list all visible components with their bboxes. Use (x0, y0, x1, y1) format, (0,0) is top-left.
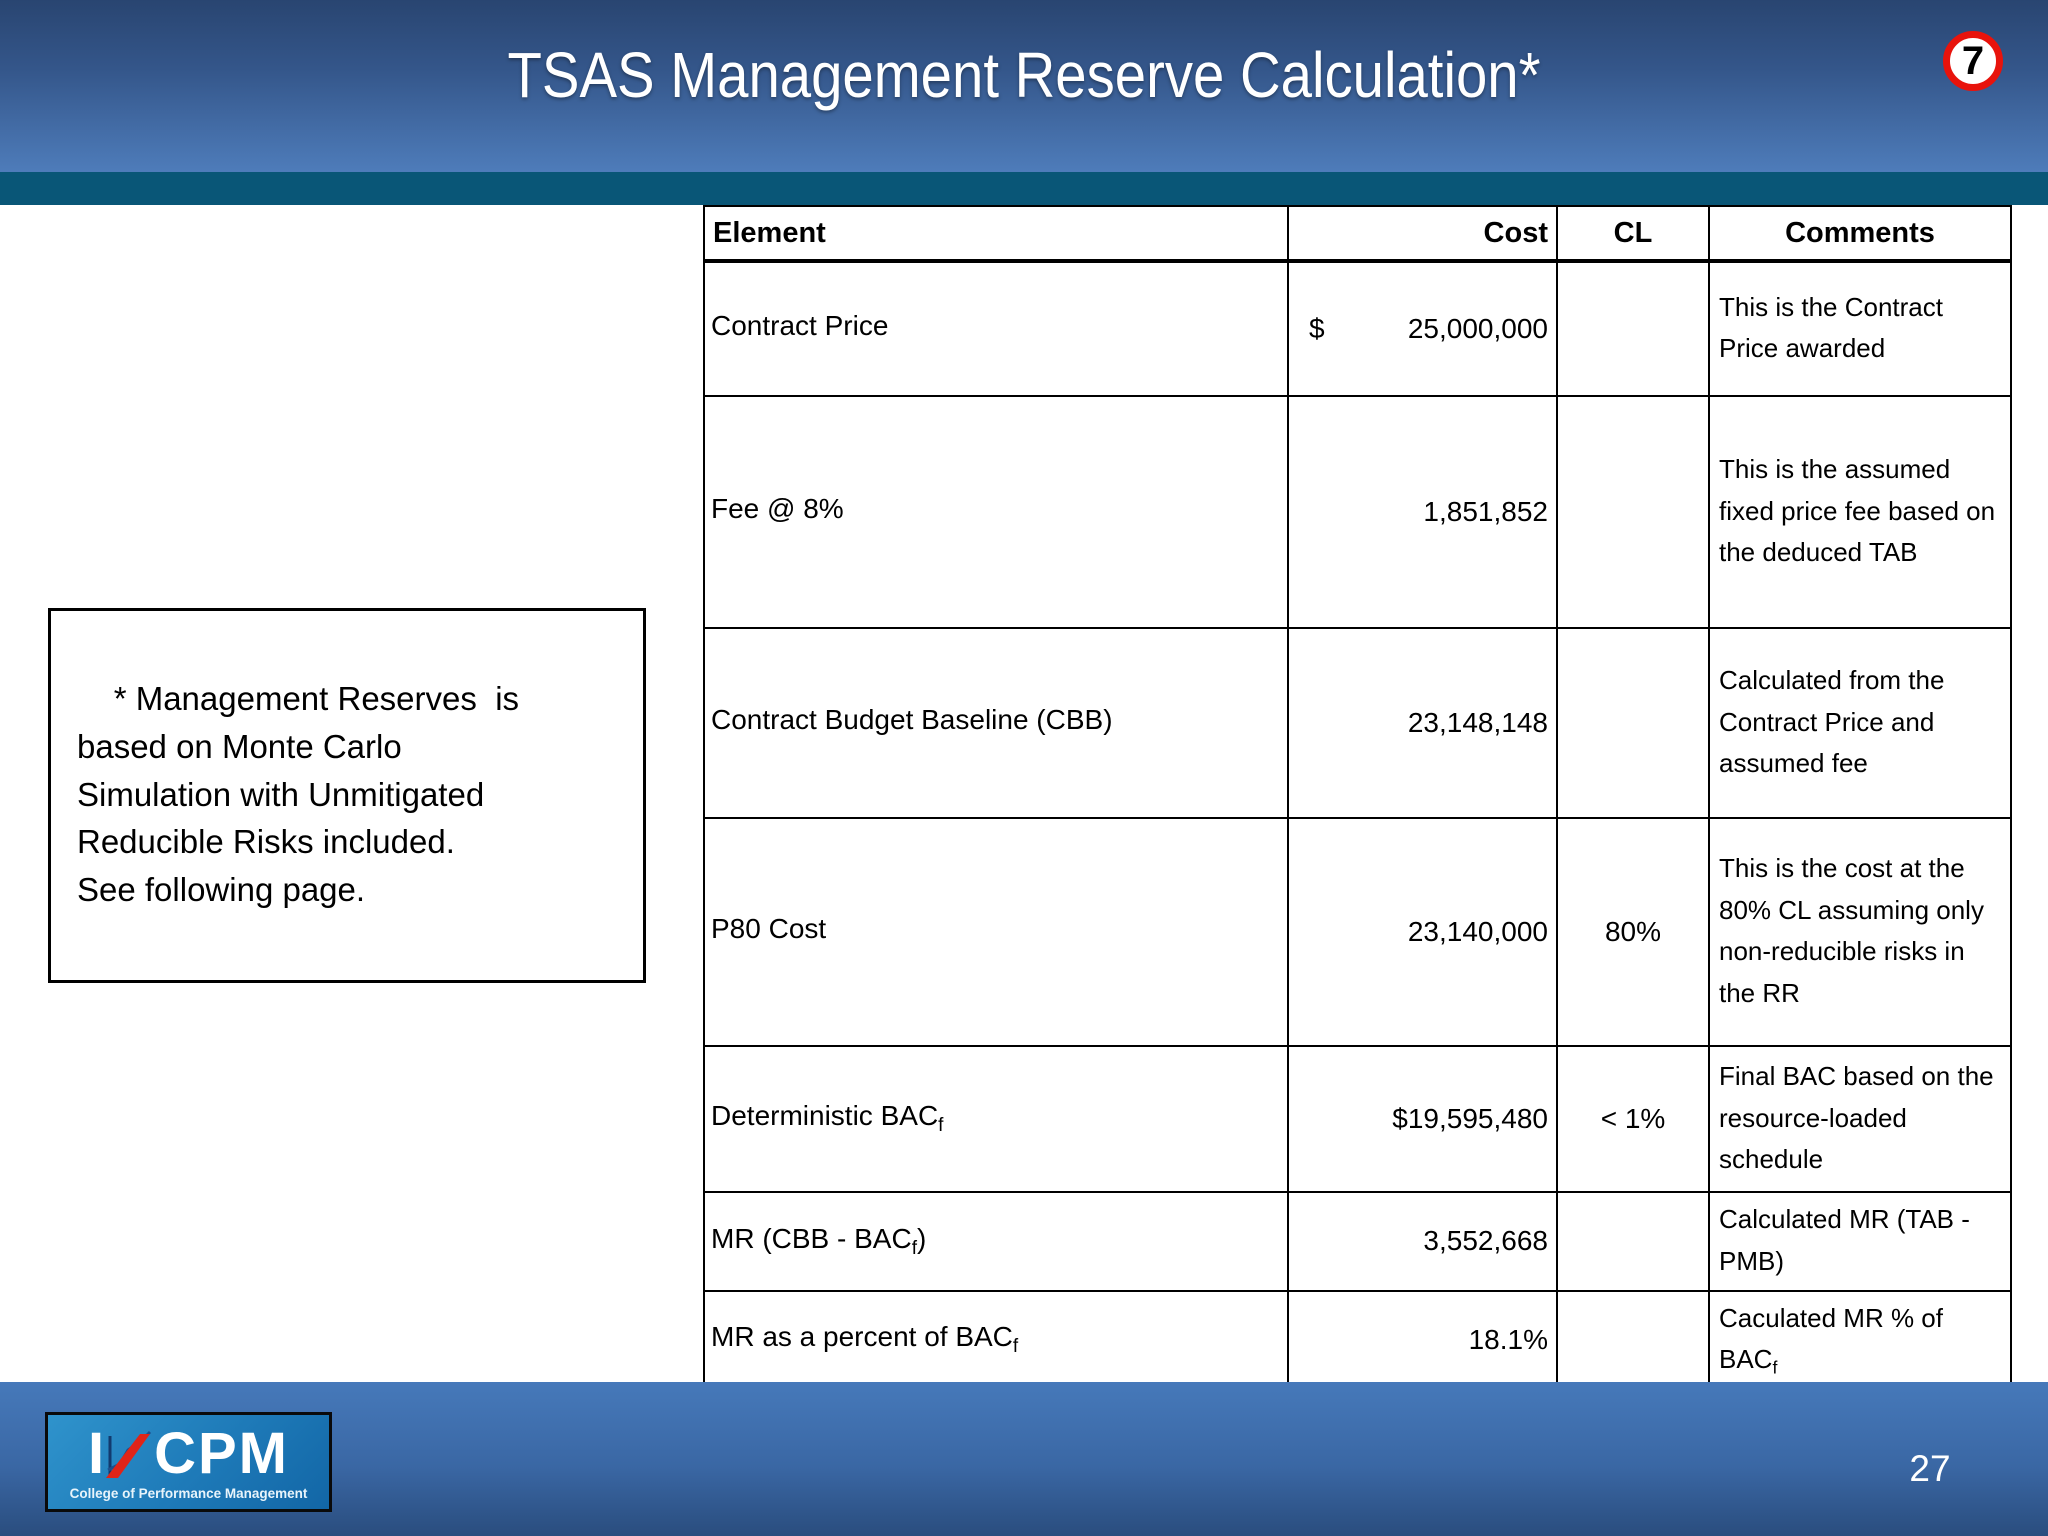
logo-acronym: CPM (154, 1420, 289, 1486)
cpm-logo: I CPM College of Performance Management (45, 1412, 332, 1512)
cell-comment: Calculated from the Contract Price and a… (1708, 627, 2012, 819)
cell-cost: 23,148,148 (1287, 627, 1558, 819)
cell-comment: Caculated MR % of BACf (1708, 1289, 2012, 1391)
cell-element: MR (CBB - BACf) (703, 1191, 1289, 1292)
table-row: Deterministic BACf $19,595,480 < 1% Fina… (703, 1045, 2012, 1193)
logo-caption: College of Performance Management (69, 1485, 308, 1501)
table-row: Contract Budget Baseline (CBB) 23,148,14… (703, 627, 2012, 819)
table-header-row: Element Cost CL Comments (703, 205, 2012, 263)
cell-element: P80 Cost (703, 817, 1289, 1047)
header-comments: Comments (1708, 205, 2012, 263)
cell-cl (1556, 260, 1710, 397)
slide-footer (0, 1382, 2048, 1536)
table-row: MR (CBB - BACf) 3,552,668 Calculated MR … (703, 1191, 2012, 1292)
cell-cost: 23,140,000 (1287, 817, 1558, 1047)
table-row: MR as a percent of BACf 18.1% Caculated … (703, 1289, 2012, 1391)
cell-comment: Calculated MR (TAB - PMB) (1708, 1191, 2012, 1292)
cell-cost: 18.1% (1287, 1289, 1558, 1391)
cell-cl: 80% (1556, 817, 1710, 1047)
cell-cost: 1,851,852 (1287, 395, 1558, 629)
cell-element: Contract Budget Baseline (CBB) (703, 627, 1289, 819)
page-number: 27 (1909, 1448, 1951, 1489)
cell-cl (1556, 627, 1710, 819)
note-box: * Management Reserves is based on Monte … (48, 608, 646, 983)
logo-swoosh-icon (106, 1430, 152, 1478)
header-cl: CL (1556, 205, 1710, 263)
cell-element: Deterministic BACf (703, 1045, 1289, 1193)
cell-comment: Final BAC based on the resource-loaded s… (1708, 1045, 2012, 1193)
cell-cl (1556, 1289, 1710, 1391)
badge-number: 7 (1961, 39, 1985, 83)
logo-row: I CPM (88, 1424, 289, 1484)
note-text: * Management Reserves is based on Monte … (77, 679, 520, 909)
cell-cl (1556, 1191, 1710, 1292)
cell-cost: $25,000,000 (1287, 260, 1558, 397)
cell-element: Contract Price (703, 260, 1289, 397)
header-element: Element (703, 205, 1289, 263)
table-row: Fee @ 8% 1,851,852 This is the assumed f… (703, 395, 2012, 629)
cell-cl (1556, 395, 1710, 629)
slide-number-badge: 7 (1943, 31, 2003, 91)
cell-element: Fee @ 8% (703, 395, 1289, 629)
cell-cost: 3,552,668 (1287, 1191, 1558, 1292)
currency-sign: $ (1309, 313, 1325, 344)
header-accent-band (0, 172, 2048, 205)
cell-cl: < 1% (1556, 1045, 1710, 1193)
cell-comment: This is the Contract Price awarded (1708, 260, 2012, 397)
cell-cost: $19,595,480 (1287, 1045, 1558, 1193)
cell-comment: This is the cost at the 80% CL assuming … (1708, 817, 2012, 1047)
header-cost: Cost (1287, 205, 1558, 263)
reserve-calculation-table: Element Cost CL Comments Contract Price … (703, 205, 2012, 1391)
cell-element: MR as a percent of BACf (703, 1289, 1289, 1391)
table-row: P80 Cost 23,140,000 80% This is the cost… (703, 817, 2012, 1047)
cell-comment: This is the assumed fixed price fee base… (1708, 395, 2012, 629)
slide-header: TSAS Management Reserve Calculation* (0, 0, 2048, 172)
table-row: Contract Price $25,000,000 This is the C… (703, 260, 2012, 397)
logo-letter-i: I (87, 1420, 105, 1486)
page-title: TSAS Management Reserve Calculation* (507, 39, 1541, 111)
